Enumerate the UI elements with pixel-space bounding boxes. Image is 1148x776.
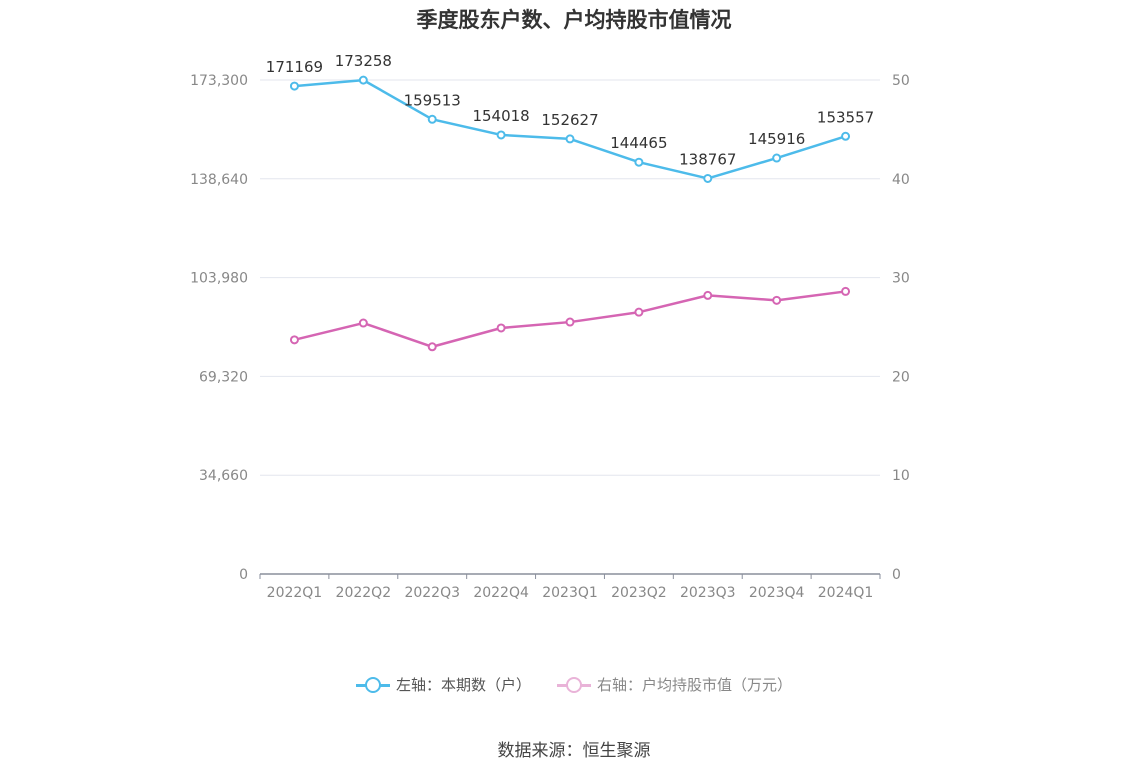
data-label: 153557 (817, 108, 874, 126)
y-right-tick-label: 30 (892, 271, 910, 287)
x-tick-label: 2023Q2 (611, 585, 667, 601)
data-label: 144465 (610, 134, 667, 152)
data-point-right[interactable] (634, 307, 644, 317)
x-tick-label: 2023Q1 (542, 585, 598, 601)
legend-line-circle-icon (557, 675, 591, 695)
legend-line-circle-icon (355, 675, 390, 695)
source-note: 数据来源：恒生聚源 (497, 741, 651, 761)
data-point-right[interactable] (358, 318, 368, 328)
data-label: 154018 (472, 107, 529, 125)
axes: 0 0 34,660 10 69,320 20 103,980 30 138,640 40 173,… (190, 73, 910, 601)
x-tick-label: 2022Q4 (473, 585, 529, 601)
y-right-tick-label: 40 (892, 172, 910, 188)
data-point-right[interactable] (703, 290, 713, 300)
data-label: 138767 (679, 150, 736, 168)
data-point-right[interactable] (496, 323, 506, 333)
data-point-left[interactable] (565, 134, 575, 144)
y-left-tick-label: 173,300 (190, 73, 248, 89)
data-label: 152627 (541, 111, 598, 129)
x-tick-label: 2022Q2 (336, 585, 392, 601)
x-tick-label: 2023Q3 (680, 585, 736, 601)
data-label: 171169 (266, 58, 323, 76)
data-point-right[interactable] (772, 295, 782, 305)
data-point-left[interactable] (289, 81, 299, 91)
y-right-tick-label: 10 (892, 468, 910, 484)
data-point-left[interactable] (772, 153, 782, 163)
y-right-tick-label: 20 (892, 369, 910, 385)
data-point-left[interactable] (496, 130, 506, 140)
y-right-tick-label: 0 (892, 567, 901, 583)
data-point-left[interactable] (358, 75, 368, 85)
x-tick-label: 2024Q1 (818, 585, 874, 601)
y-left-tick-label: 34,660 (199, 468, 248, 484)
data-point-left[interactable] (703, 173, 713, 183)
data-point-left[interactable] (427, 114, 437, 124)
y-right-tick-label: 50 (892, 73, 910, 89)
x-tick-label: 2022Q1 (267, 585, 323, 601)
data-point-right[interactable] (841, 286, 851, 296)
grid-lines (260, 79, 880, 476)
data-point-right[interactable] (289, 335, 299, 345)
x-tick-label: 2022Q3 (404, 585, 460, 601)
y-left-tick-label: 138,640 (190, 172, 248, 188)
y-left-tick-label: 0 (239, 567, 248, 583)
series-lines (289, 75, 851, 352)
data-label: 159513 (404, 91, 461, 109)
y-left-tick-label: 69,320 (199, 369, 248, 385)
data-point-left[interactable] (634, 157, 644, 167)
y-left-tick-label: 103,980 (190, 271, 248, 287)
data-label: 145916 (748, 130, 805, 148)
legend-label-left-series: 左轴：本期数（户） (395, 676, 531, 694)
data-point-left[interactable] (841, 131, 851, 141)
legend-item-left-series[interactable]: 左轴：本期数（户） (355, 674, 531, 695)
data-labels: 171169 173258 159513 154018 152627 144465 1387… (266, 52, 874, 168)
x-tick-label: 2023Q4 (749, 585, 805, 601)
legend-label-right-series: 右轴：户均持股市值（万元） (597, 676, 793, 694)
legend: 左轴：本期数（户） 右轴：户均持股市值（万元） (0, 674, 1148, 695)
data-point-right[interactable] (427, 342, 437, 352)
chart-title: 季度股东户数、户均持股市值情况 (416, 8, 732, 32)
data-label: 173258 (335, 52, 392, 70)
data-point-right[interactable] (565, 317, 575, 327)
legend-item-right-series[interactable]: 右轴：户均持股市值（万元） (557, 674, 792, 695)
